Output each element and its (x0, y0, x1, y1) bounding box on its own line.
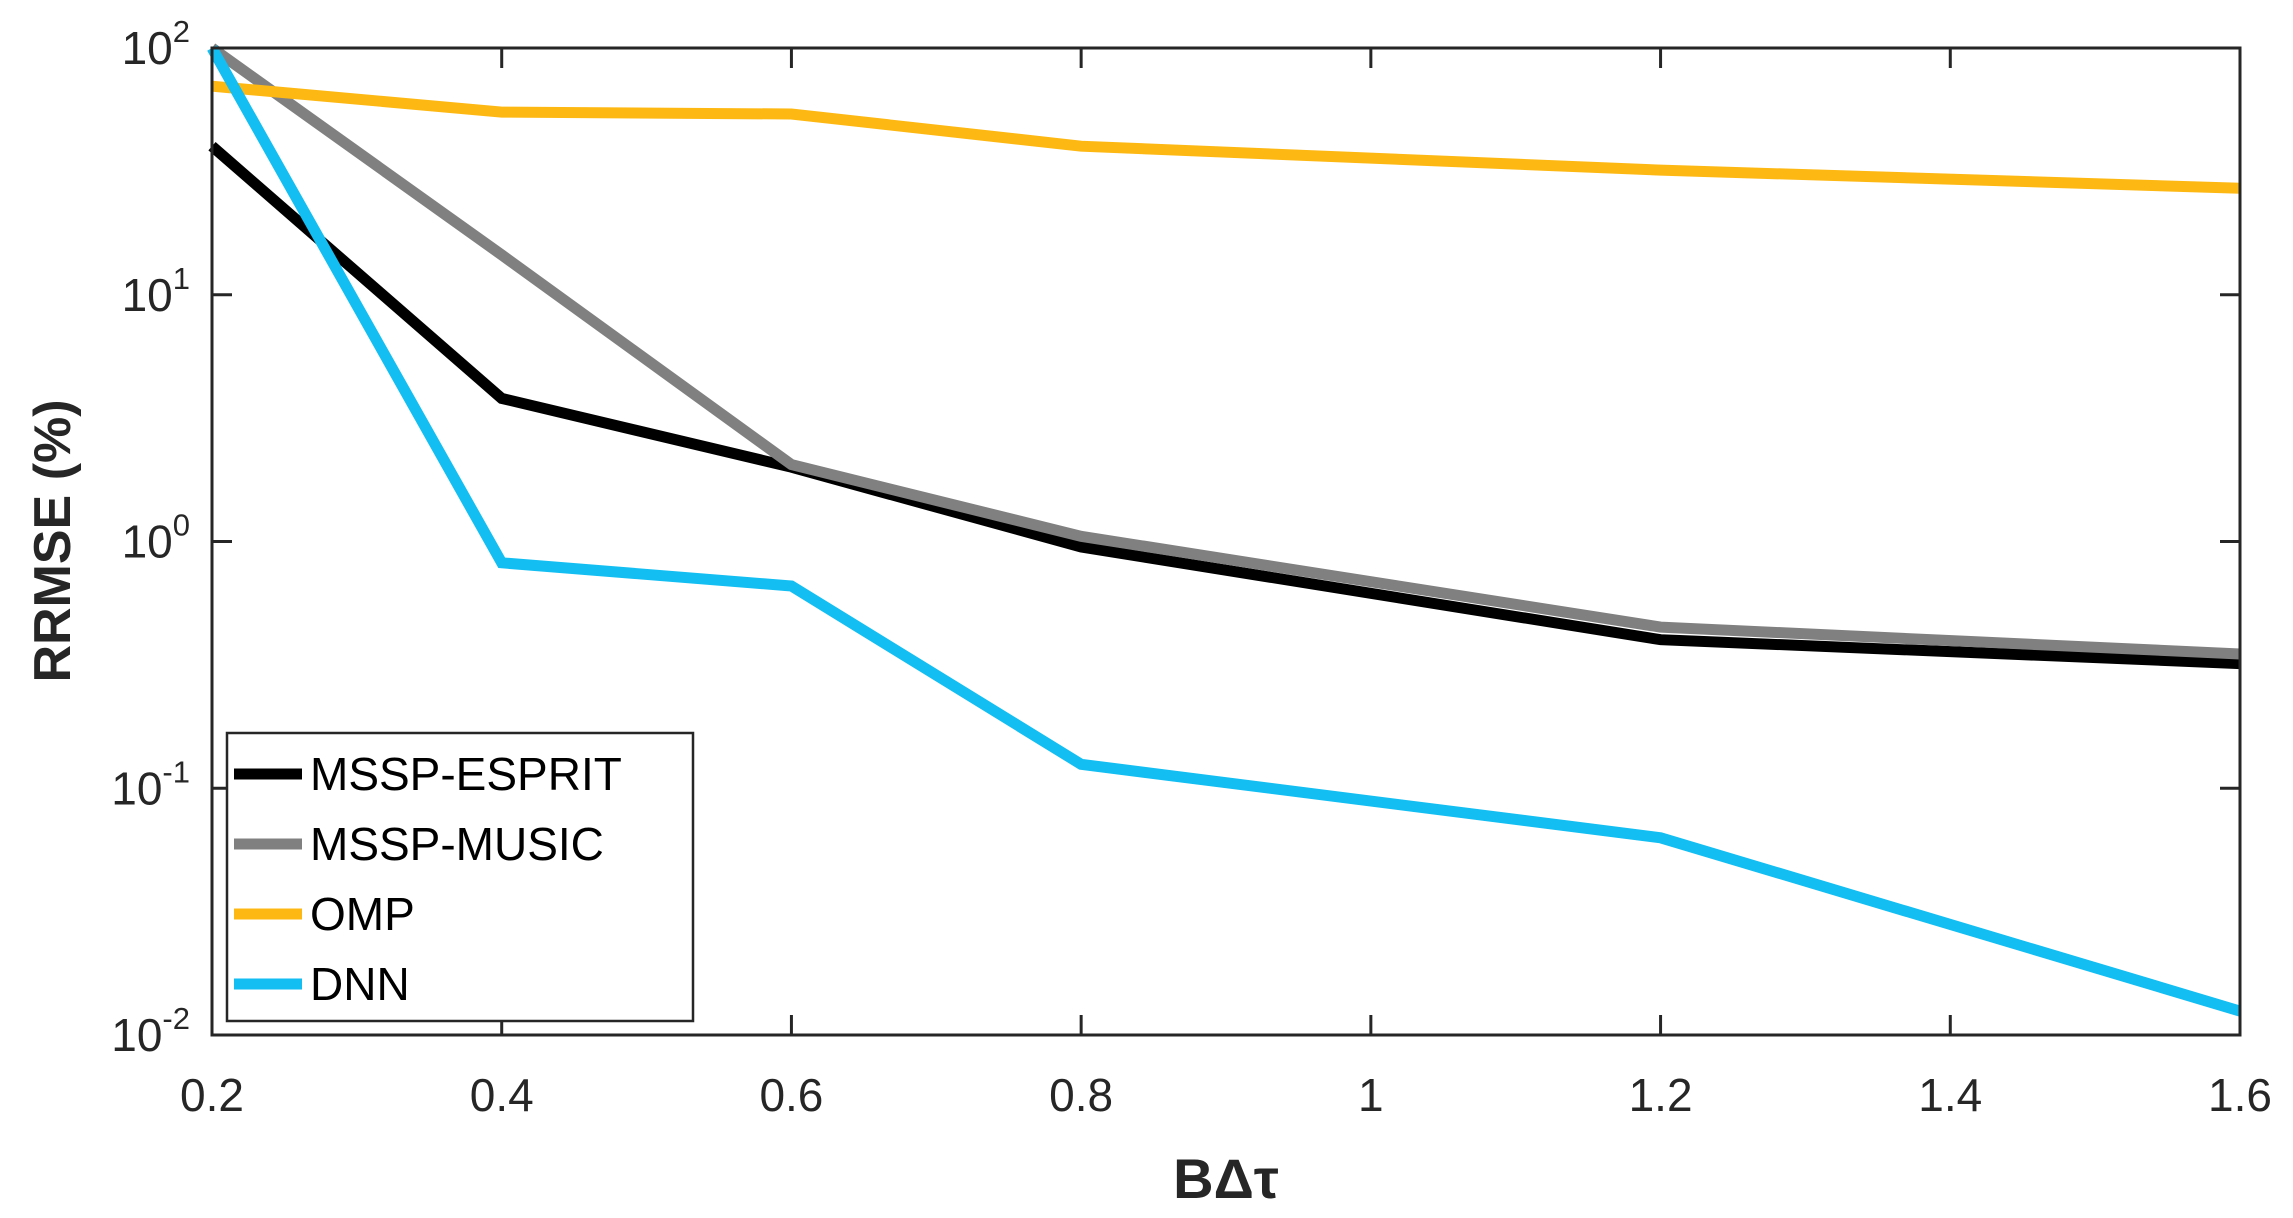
x-tick-label-3: 0.8 (1049, 1069, 1113, 1121)
y-tick-label-2: 100 (122, 508, 190, 568)
series-line-3 (207, 45, 2242, 1017)
legend-label-0: MSSP-ESPRIT (310, 748, 622, 800)
legend-label-1: MSSP-MUSIC (310, 818, 604, 870)
series-line-1 (208, 43, 2241, 660)
legend-box (225, 731, 695, 1023)
y-axis-title: RRMSE (%) (24, 399, 82, 682)
x-tick-label-5: 1.2 (1629, 1069, 1693, 1121)
x-tick-label-7: 1.6 (2208, 1069, 2272, 1121)
x-tick-labels: 0.2 0.4 0.6 0.8 1 1.2 1.4 1.6 (180, 1069, 2272, 1121)
x-tick-label-6: 1.4 (1918, 1069, 1982, 1121)
x-axis-title: BΔτ (1173, 1147, 1279, 1210)
x-tick-label-1: 0.4 (470, 1069, 534, 1121)
y-tick-label-3: 101 (122, 261, 190, 321)
x-tick-label-0: 0.2 (180, 1069, 244, 1121)
legend: MSSP-ESPRIT MSSP-MUSIC OMP DNN (225, 731, 695, 1023)
y-tick-label-0: 10-2 (111, 1001, 190, 1061)
series-lines (207, 43, 2242, 1017)
y-tick-label-1: 10-1 (111, 754, 190, 814)
x-tick-label-2: 0.6 (759, 1069, 823, 1121)
legend-label-3: DNN (310, 958, 410, 1010)
x-tick-label-4: 1 (1358, 1069, 1384, 1121)
legend-label-2: OMP (310, 888, 415, 940)
y-tick-label-4: 102 (122, 14, 190, 74)
series-line-2 (211, 80, 2241, 194)
y-tick-labels: 10-2 10-1 100 101 102 (111, 14, 190, 1061)
series-line-0 (208, 142, 2241, 670)
